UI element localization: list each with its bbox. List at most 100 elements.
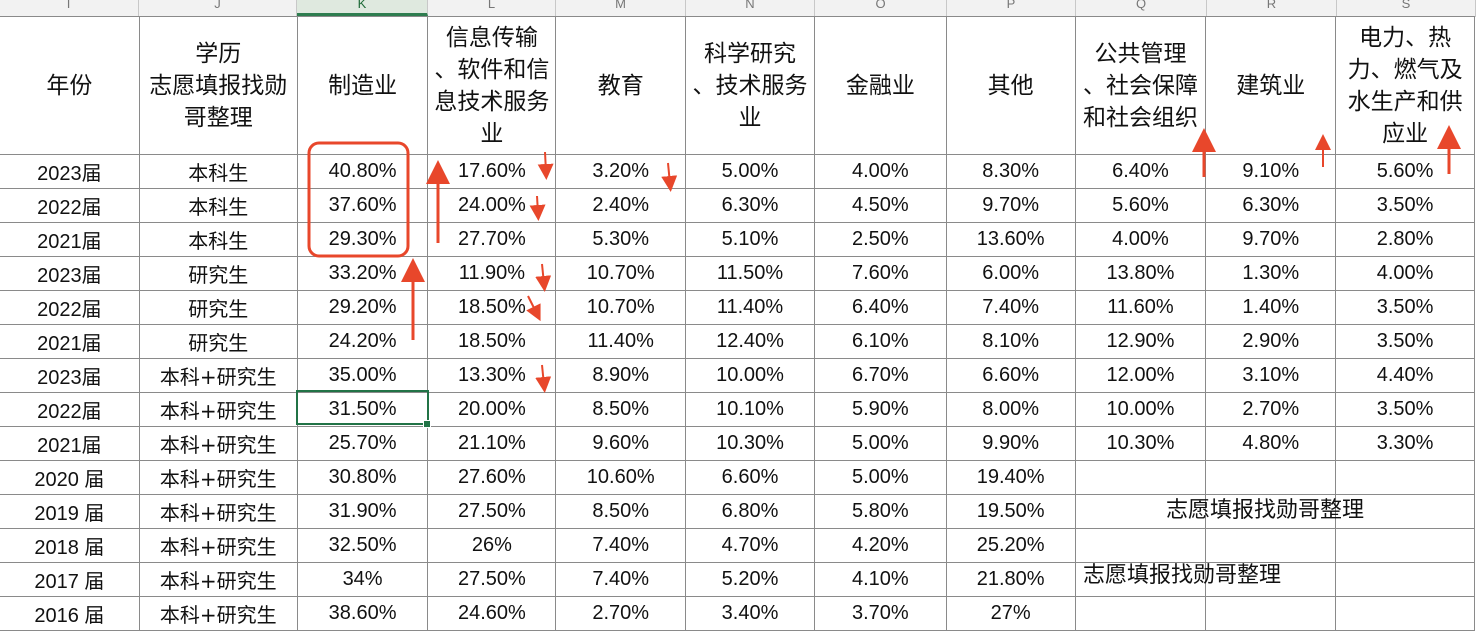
data-cell[interactable]: 37.60% (296, 188, 429, 223)
header-cell[interactable]: 制造业 (296, 16, 429, 155)
data-cell[interactable]: 13.80% (1074, 256, 1207, 291)
data-cell[interactable]: 10.30% (685, 426, 815, 461)
data-cell[interactable]: 17.60% (427, 154, 557, 189)
data-cell[interactable]: 6.60% (945, 358, 1076, 393)
degree-cell[interactable]: 研究生 (138, 290, 298, 325)
data-cell[interactable]: 9.60% (555, 426, 687, 461)
data-cell[interactable] (1074, 596, 1207, 631)
year-cell[interactable]: 2023届 (0, 358, 140, 393)
data-cell[interactable]: 2.70% (555, 596, 687, 631)
data-cell[interactable] (1335, 460, 1475, 495)
data-cell[interactable]: 2.40% (555, 188, 687, 223)
data-cell[interactable]: 1.30% (1205, 256, 1337, 291)
header-cell[interactable]: 电力、热 力、燃气及 水生产和供 应业 (1335, 16, 1475, 155)
data-cell[interactable]: 32.50% (296, 528, 429, 563)
data-cell[interactable]: 4.50% (813, 188, 947, 223)
data-cell[interactable] (1205, 562, 1337, 597)
selected-cell-outline[interactable] (296, 390, 429, 425)
data-cell[interactable]: 5.00% (813, 460, 947, 495)
degree-cell[interactable]: 本科+研究生 (138, 460, 298, 495)
data-cell[interactable]: 3.10% (1205, 358, 1337, 393)
degree-cell[interactable]: 本科+研究生 (138, 426, 298, 461)
year-cell[interactable]: 2023届 (0, 256, 140, 291)
column-header-n[interactable]: N (686, 0, 815, 16)
header-cell[interactable]: 年份 (0, 16, 140, 155)
data-cell[interactable]: 9.10% (1205, 154, 1337, 189)
year-cell[interactable]: 2022届 (0, 392, 140, 427)
data-cell[interactable]: 2.90% (1205, 324, 1337, 359)
data-cell[interactable]: 24.20% (296, 324, 429, 359)
header-cell[interactable]: 教育 (555, 16, 687, 155)
header-cell[interactable]: 公共管理 、社会保障 和社会组织 (1074, 16, 1207, 155)
data-cell[interactable]: 31.50% (296, 392, 429, 427)
data-cell[interactable]: 8.10% (945, 324, 1076, 359)
data-cell[interactable]: 4.10% (813, 562, 947, 597)
data-cell[interactable]: 10.30% (1074, 426, 1207, 461)
data-cell[interactable]: 3.50% (1335, 324, 1475, 359)
data-cell[interactable] (1335, 596, 1475, 631)
data-cell[interactable]: 7.60% (813, 256, 947, 291)
year-cell[interactable]: 2017 届 (0, 562, 140, 597)
year-cell[interactable]: 2016 届 (0, 596, 140, 631)
data-cell[interactable]: 25.20% (945, 528, 1076, 563)
data-cell[interactable]: 4.40% (1335, 358, 1475, 393)
data-cell[interactable]: 8.50% (555, 392, 687, 427)
degree-cell[interactable]: 研究生 (138, 324, 298, 359)
data-cell[interactable]: 20.00% (427, 392, 557, 427)
data-cell[interactable]: 9.90% (945, 426, 1076, 461)
data-cell[interactable]: 33.20% (296, 256, 429, 291)
data-cell[interactable]: 9.70% (945, 188, 1076, 223)
data-cell[interactable]: 5.00% (813, 426, 947, 461)
column-header-q[interactable]: Q (1076, 0, 1207, 16)
column-header-l[interactable]: L (428, 0, 556, 16)
data-cell[interactable]: 8.30% (945, 154, 1076, 189)
degree-cell[interactable]: 本科+研究生 (138, 392, 298, 427)
degree-cell[interactable]: 研究生 (138, 256, 298, 291)
year-cell[interactable]: 2022届 (0, 290, 140, 325)
data-cell[interactable]: 12.40% (685, 324, 815, 359)
data-cell[interactable]: 5.30% (555, 222, 687, 257)
degree-cell[interactable]: 本科+研究生 (138, 358, 298, 393)
year-cell[interactable]: 2018 届 (0, 528, 140, 563)
data-cell[interactable]: 2.80% (1335, 222, 1475, 257)
data-cell[interactable]: 31.90% (296, 494, 429, 529)
data-cell[interactable]: 4.80% (1205, 426, 1337, 461)
header-cell[interactable]: 信息传输 、软件和信 息技术服务 业 (427, 16, 557, 155)
data-cell[interactable]: 18.50% (427, 324, 557, 359)
data-cell[interactable]: 6.60% (685, 460, 815, 495)
column-header-r[interactable]: R (1207, 0, 1337, 16)
data-cell[interactable] (1335, 562, 1475, 597)
data-cell[interactable]: 8.90% (555, 358, 687, 393)
data-cell[interactable]: 1.40% (1205, 290, 1337, 325)
data-cell[interactable]: 6.30% (685, 188, 815, 223)
data-cell[interactable]: 13.60% (945, 222, 1076, 257)
data-cell[interactable]: 3.50% (1335, 392, 1475, 427)
header-cell[interactable]: 金融业 (813, 16, 947, 155)
data-cell[interactable]: 4.00% (1335, 256, 1475, 291)
data-cell[interactable]: 27.50% (427, 494, 557, 529)
data-cell[interactable]: 5.10% (685, 222, 815, 257)
data-cell[interactable]: 21.10% (427, 426, 557, 461)
degree-cell[interactable]: 本科+研究生 (138, 562, 298, 597)
header-cell[interactable]: 建筑业 (1205, 16, 1337, 155)
degree-cell[interactable]: 本科生 (138, 188, 298, 223)
data-cell[interactable] (1205, 460, 1337, 495)
data-cell[interactable]: 24.00% (427, 188, 557, 223)
data-cell[interactable]: 11.40% (555, 324, 687, 359)
data-cell[interactable]: 8.00% (945, 392, 1076, 427)
data-cell[interactable]: 11.60% (1074, 290, 1207, 325)
data-cell[interactable]: 6.40% (813, 290, 947, 325)
data-cell[interactable]: 10.00% (685, 358, 815, 393)
data-cell[interactable]: 8.50% (555, 494, 687, 529)
data-cell[interactable]: 6.80% (685, 494, 815, 529)
data-cell[interactable]: 5.90% (813, 392, 947, 427)
data-cell[interactable]: 10.60% (555, 460, 687, 495)
data-cell[interactable]: 12.90% (1074, 324, 1207, 359)
data-cell[interactable]: 3.40% (685, 596, 815, 631)
data-cell[interactable]: 3.50% (1335, 290, 1475, 325)
data-cell[interactable]: 21.80% (945, 562, 1076, 597)
column-header-m[interactable]: M (556, 0, 686, 16)
degree-cell[interactable]: 本科生 (138, 222, 298, 257)
column-header-s[interactable]: S (1337, 0, 1476, 16)
data-cell[interactable]: 5.60% (1335, 154, 1475, 189)
